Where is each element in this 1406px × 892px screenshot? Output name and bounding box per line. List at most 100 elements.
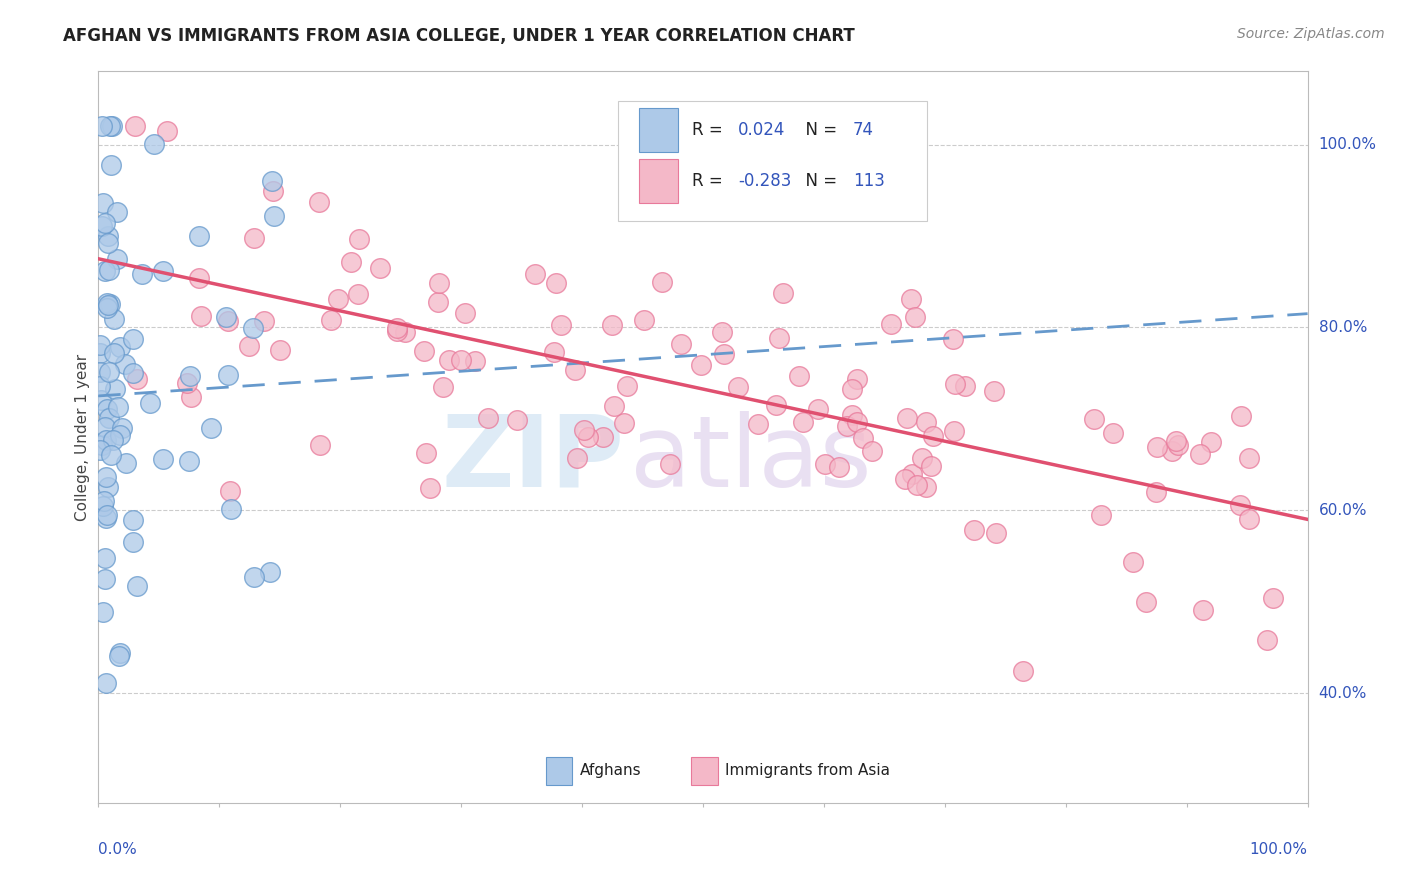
Point <box>215 310 238 325</box>
Point <box>110 340 132 354</box>
Point <box>243 230 266 244</box>
Point <box>200 421 222 435</box>
Point <box>437 352 460 367</box>
Point <box>347 232 370 246</box>
Point <box>96 470 118 484</box>
Point <box>142 137 165 152</box>
Point <box>180 390 202 404</box>
Point <box>576 430 599 444</box>
Point <box>772 285 794 300</box>
Point <box>188 270 211 285</box>
Point <box>90 438 112 452</box>
Point <box>93 572 115 586</box>
Point <box>100 158 122 172</box>
Point <box>1261 591 1284 605</box>
Point <box>1237 511 1260 525</box>
Text: AFGHAN VS IMMIGRANTS FROM ASIA COLLEGE, UNDER 1 YEAR CORRELATION CHART: AFGHAN VS IMMIGRANTS FROM ASIA COLLEGE, … <box>63 27 855 45</box>
Point <box>915 480 938 494</box>
Point <box>1011 664 1033 678</box>
Point <box>450 353 472 368</box>
Point <box>659 457 682 471</box>
Point <box>880 318 903 332</box>
Point <box>89 378 111 392</box>
Point <box>127 579 149 593</box>
Point <box>368 260 391 275</box>
Text: 60.0%: 60.0% <box>1319 503 1367 517</box>
Point <box>477 411 499 425</box>
Point <box>93 493 115 508</box>
Text: ZIP: ZIP <box>441 410 624 508</box>
Point <box>121 513 143 527</box>
Point <box>713 347 735 361</box>
Point <box>963 523 986 537</box>
Point <box>920 459 942 474</box>
Point <box>269 343 291 357</box>
Point <box>1229 498 1251 512</box>
Point <box>523 267 546 281</box>
Point <box>308 194 330 209</box>
Point <box>96 301 118 315</box>
Point <box>111 421 134 435</box>
Point <box>104 382 127 396</box>
Point <box>943 424 966 438</box>
Point <box>100 448 122 462</box>
Point <box>544 277 567 291</box>
Point <box>904 310 927 324</box>
Text: 113: 113 <box>853 172 884 190</box>
Point <box>651 275 673 289</box>
Point <box>841 408 863 422</box>
FancyBboxPatch shape <box>638 108 678 152</box>
Point <box>262 185 284 199</box>
Point <box>592 430 614 444</box>
Point <box>543 345 565 359</box>
Point <box>94 419 117 434</box>
Point <box>845 415 868 429</box>
Point <box>828 459 851 474</box>
Point <box>506 413 529 427</box>
Text: N =: N = <box>794 172 842 190</box>
FancyBboxPatch shape <box>690 756 717 785</box>
Point <box>792 415 814 429</box>
Point <box>105 205 128 219</box>
Point <box>125 372 148 386</box>
Point <box>101 434 124 448</box>
Point <box>394 325 416 339</box>
Point <box>259 565 281 579</box>
Point <box>896 411 918 425</box>
FancyBboxPatch shape <box>546 756 572 785</box>
Point <box>103 346 125 360</box>
Point <box>98 297 121 311</box>
Point <box>262 173 284 187</box>
Point <box>238 339 260 353</box>
Point <box>108 428 131 442</box>
Point <box>1090 508 1112 523</box>
Point <box>96 508 118 522</box>
Point <box>690 358 713 372</box>
Point <box>841 382 863 396</box>
Point <box>340 254 363 268</box>
Point <box>427 276 450 290</box>
Point <box>814 458 837 472</box>
Point <box>217 314 239 328</box>
Text: Immigrants from Asia: Immigrants from Asia <box>724 764 890 778</box>
Point <box>922 429 945 443</box>
Point <box>124 119 146 133</box>
Point <box>96 675 118 690</box>
Point <box>114 357 136 371</box>
Point <box>96 296 118 310</box>
Point <box>97 480 120 494</box>
Point <box>633 313 655 327</box>
Point <box>98 119 121 133</box>
Point <box>115 456 138 470</box>
Point <box>242 321 264 335</box>
Point <box>464 353 486 368</box>
Point <box>616 378 638 392</box>
Point <box>602 400 624 414</box>
Point <box>152 264 174 278</box>
Point <box>747 417 769 431</box>
Point <box>1135 595 1157 609</box>
Point <box>98 411 121 425</box>
Point <box>602 318 624 333</box>
Point <box>426 295 449 310</box>
Point <box>911 450 934 465</box>
